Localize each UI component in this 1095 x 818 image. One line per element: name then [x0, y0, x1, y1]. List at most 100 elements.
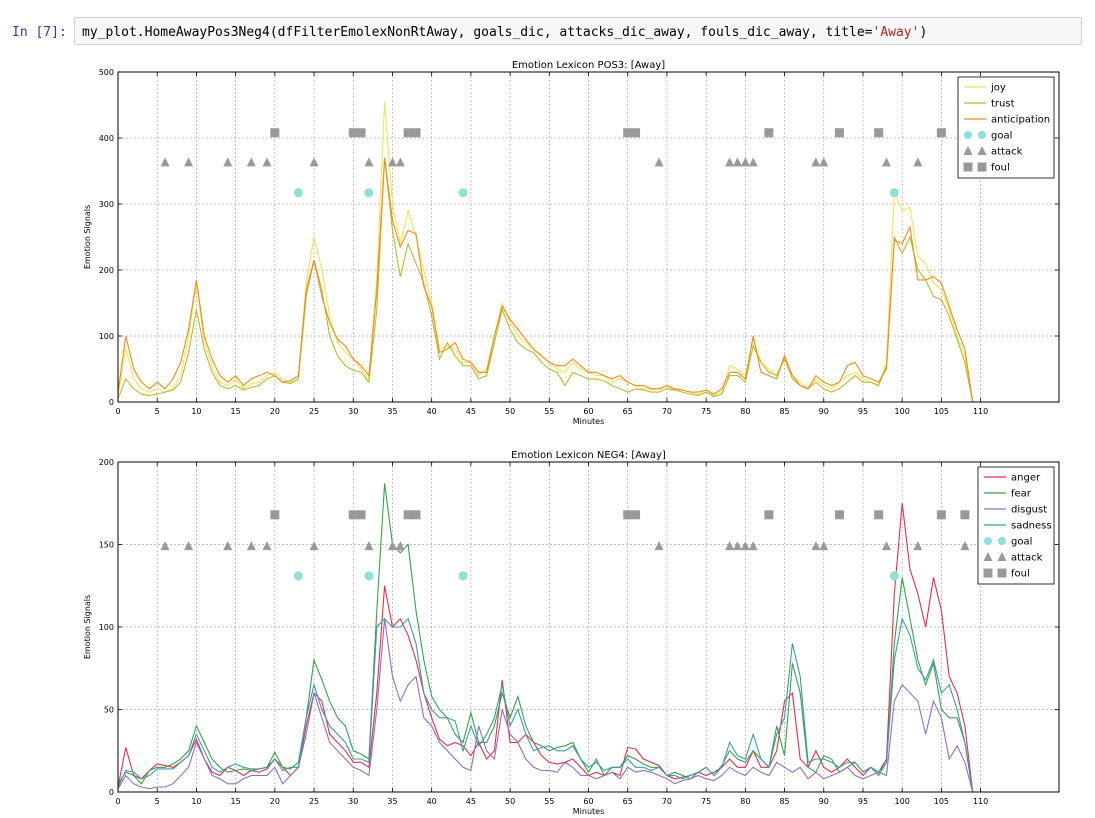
y-tick-label: 300 [99, 200, 114, 209]
x-tick-label: 5 [155, 407, 160, 416]
y-tick-label: 0 [109, 788, 114, 797]
attack-marker [395, 541, 405, 551]
x-tick-label: 65 [623, 797, 633, 806]
legend-label-attack: attack [991, 147, 1023, 158]
x-tick-label: 70 [662, 407, 672, 416]
x-tick-label: 80 [740, 797, 750, 806]
y-tick-label: 150 [99, 541, 114, 550]
foul-marker [936, 128, 946, 138]
attack-marker [246, 157, 256, 167]
x-tick-label: 95 [858, 407, 868, 416]
x-tick-label: 70 [662, 797, 672, 806]
attack-marker [364, 541, 374, 551]
foul-marker [631, 510, 641, 520]
x-tick-label: 65 [623, 407, 633, 416]
foul-marker [623, 510, 633, 520]
x-tick-label: 40 [427, 797, 437, 806]
attack-marker [913, 157, 923, 167]
x-tick-label: 105 [934, 797, 949, 806]
attack-marker [725, 157, 735, 167]
y-tick-label: 500 [99, 68, 114, 77]
foul-marker [631, 128, 641, 138]
x-tick-label: 90 [819, 797, 829, 806]
x-tick-label: 85 [779, 407, 789, 416]
foul-marker [403, 510, 413, 520]
attack-marker [364, 157, 374, 167]
goal-marker [293, 188, 304, 198]
x-tick-label: 85 [779, 797, 789, 806]
foul-marker [356, 128, 366, 138]
attack-marker [387, 541, 397, 551]
x-tick-label: 90 [819, 407, 829, 416]
foul-marker [960, 510, 970, 520]
attack-marker [913, 541, 923, 551]
cell-prompt: In [7]: [12, 25, 67, 40]
attack-marker [748, 157, 758, 167]
neg4-chart: 0 5 10 15 20 25 30 35 40 45 50 55 60 65 70 75 80 85 90 95 10… [83, 450, 1060, 816]
x-tick-label: 20 [270, 407, 280, 416]
attack-marker [309, 541, 319, 551]
foul-marker [356, 510, 366, 520]
y-axis-label: Emotion Signals [83, 595, 92, 659]
x-tick-label: 25 [309, 407, 319, 416]
x-tick-label: 30 [348, 797, 358, 806]
y-tick-label: 200 [99, 266, 114, 275]
attack-marker [223, 541, 233, 551]
x-tick-label: 5 [155, 797, 160, 806]
x-tick-label: 110 [973, 797, 988, 806]
x-tick-label: 10 [191, 407, 201, 416]
attack-marker [811, 541, 821, 551]
x-tick-label: 15 [231, 407, 241, 416]
goal-marker [458, 188, 468, 198]
legend-foul-icon [983, 568, 993, 578]
attack-marker [309, 157, 319, 167]
x-tick-label: 60 [583, 797, 593, 806]
x-tick-label: 110 [973, 407, 988, 416]
legend-label-foul: foul [1011, 569, 1030, 580]
x-tick-label: 15 [231, 797, 241, 806]
y-tick-label: 400 [99, 134, 114, 143]
foul-marker [411, 128, 421, 138]
x-tick-label: 105 [934, 407, 949, 416]
legend-goal-icon [984, 537, 992, 545]
legend-label-attack: attack [1011, 553, 1043, 564]
legend-foul-icon [997, 568, 1007, 578]
attack-marker [732, 541, 742, 551]
attack-marker [960, 541, 970, 551]
code-closing-paren: ) [919, 25, 928, 40]
x-tick-label: 75 [701, 407, 711, 416]
x-tick-label: 80 [740, 407, 750, 416]
goal-marker [293, 571, 304, 581]
foul-marker [411, 510, 421, 520]
foul-marker [936, 510, 946, 520]
goal-marker [889, 571, 900, 581]
legend-attack-icon [997, 552, 1007, 561]
code-input-cell[interactable]: my_plot.HomeAwayPos3Neg4(dfFilterEmolexN… [74, 17, 1082, 45]
x-tick-label: 100 [895, 407, 910, 416]
x-tick-label: 25 [309, 797, 319, 806]
y-tick-label: 100 [99, 623, 114, 632]
foul-marker [348, 510, 358, 520]
foul-marker [403, 128, 413, 138]
attack-marker [387, 157, 397, 167]
y-tick-label: 200 [99, 458, 114, 467]
foul-marker [764, 510, 774, 520]
attack-marker [881, 541, 891, 551]
x-tick-label: 0 [115, 797, 120, 806]
chart-title: Emotion Lexicon POS3: [Away] [512, 60, 665, 71]
legend-goal-icon [978, 131, 986, 139]
goal-marker [458, 571, 468, 581]
attack-marker [748, 541, 758, 551]
legend-label-foul: foul [991, 163, 1010, 174]
goal-marker [889, 188, 900, 198]
attack-marker [184, 157, 194, 167]
legend-label-anger: anger [1011, 473, 1041, 484]
attack-marker [740, 541, 750, 551]
x-tick-label: 10 [191, 797, 201, 806]
legend-label-anticipation: anticipation [991, 115, 1050, 126]
attack-marker [246, 541, 256, 551]
y-tick-label: 0 [109, 398, 114, 407]
x-tick-label: 60 [583, 407, 593, 416]
x-tick-label: 0 [115, 407, 120, 416]
